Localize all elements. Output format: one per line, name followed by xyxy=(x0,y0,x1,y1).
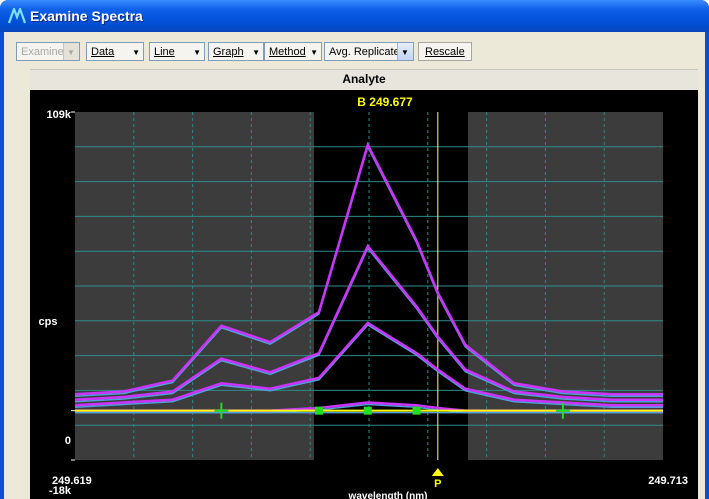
line-menu-label: Line xyxy=(154,46,175,58)
spectrum-chart[interactable]: B 249.677 cps 109k 0 -18k 249.619 249.71… xyxy=(30,90,698,499)
spectrum-plot[interactable]: B 249.677 cps 109k 0 -18k 249.619 249.71… xyxy=(30,90,698,499)
chart-title: B 249.677 xyxy=(357,95,413,109)
peak-marker-icon[interactable] xyxy=(431,468,444,476)
examine-label: Examine xyxy=(21,46,64,58)
peak-marker-label: P xyxy=(434,478,441,490)
chevron-down-icon: ▼ xyxy=(401,48,409,57)
y-tick-min: -18k xyxy=(49,485,72,497)
chevron-down-icon: ▼ xyxy=(67,48,75,57)
examine-dropdown-arrow[interactable]: ▼ xyxy=(63,43,79,60)
replicate-select-value: Avg. Replicate xyxy=(329,46,400,58)
toolbar: Examine ▼ Data ▼ Line ▼ Graph ▼ Method ▼… xyxy=(4,32,705,66)
replicate-select[interactable]: Avg. Replicate ▼ xyxy=(324,42,414,61)
app-logo-icon xyxy=(8,8,26,24)
chevron-down-icon: ▼ xyxy=(310,48,318,57)
examine-dropdown[interactable]: Examine ▼ xyxy=(16,42,80,61)
peak-point-marker[interactable] xyxy=(412,406,421,415)
series-line xyxy=(74,243,663,401)
client-area: Examine ▼ Data ▼ Line ▼ Graph ▼ Method ▼… xyxy=(4,32,705,499)
series-line-shadow xyxy=(74,324,663,408)
y-axis-label: cps xyxy=(39,316,58,328)
y-tick-zero: 0 xyxy=(65,435,71,447)
title-bar[interactable]: Examine Spectra xyxy=(0,0,709,32)
peak-point-marker[interactable] xyxy=(363,406,372,415)
data-menu-label: Data xyxy=(91,46,115,58)
peak-point-marker[interactable] xyxy=(314,406,323,415)
rescale-button[interactable]: Rescale xyxy=(418,42,472,61)
x-tick-min: 249.619 xyxy=(52,475,92,487)
data-menu-button[interactable]: Data ▼ xyxy=(86,42,144,61)
x-axis-label: wavelength (nm) xyxy=(348,491,428,499)
y-tick-max: 109k xyxy=(47,109,72,121)
method-menu-label: Method xyxy=(269,46,306,58)
x-tick-max: 249.713 xyxy=(648,475,688,487)
rescale-label: Rescale xyxy=(425,46,465,58)
replicate-dropdown-arrow[interactable]: ▼ xyxy=(397,43,413,60)
graph-menu-button[interactable]: Graph ▼ xyxy=(208,42,264,61)
marker-group xyxy=(214,402,570,419)
window-title: Examine Spectra xyxy=(30,8,143,24)
series-line xyxy=(74,321,663,407)
chevron-down-icon: ▼ xyxy=(132,48,140,57)
chevron-down-icon: ▼ xyxy=(193,48,201,57)
axis-ticks xyxy=(71,111,75,461)
chevron-down-icon: ▼ xyxy=(252,48,260,57)
line-menu-button[interactable]: Line ▼ xyxy=(149,42,205,61)
panel-title: Analyte xyxy=(30,69,698,89)
method-menu-button[interactable]: Method ▼ xyxy=(264,42,322,61)
graph-menu-label: Graph xyxy=(213,46,244,58)
series-line xyxy=(74,141,663,396)
